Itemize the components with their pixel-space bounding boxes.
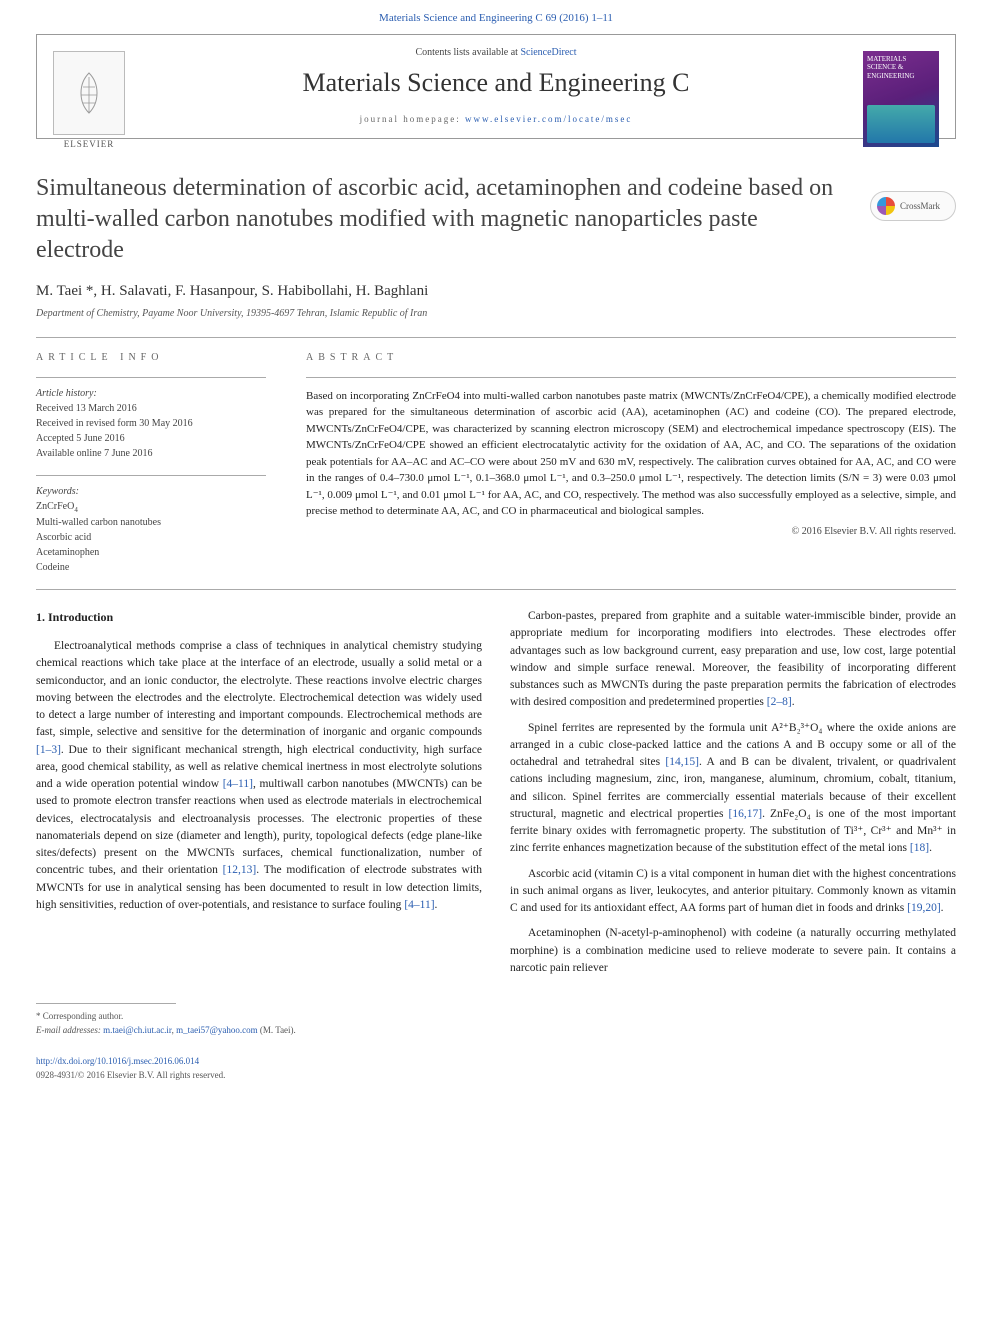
ref-link[interactable]: [12,13]	[223, 864, 257, 876]
journal-title: Materials Science and Engineering C	[157, 68, 835, 98]
article-history: Article history: Received 13 March 2016 …	[36, 386, 266, 461]
corresponding-author: * Corresponding author.	[36, 1010, 956, 1024]
sciencedirect-link[interactable]: ScienceDirect	[520, 47, 576, 58]
doi-link[interactable]: http://dx.doi.org/10.1016/j.msec.2016.06…	[36, 1056, 199, 1066]
body-column-left: 1. Introduction Electroanalytical method…	[36, 608, 482, 985]
homepage-link[interactable]: www.elsevier.com/locate/msec	[465, 114, 632, 124]
running-head: Materials Science and Engineering C 69 (…	[0, 0, 992, 34]
paragraph: Electroanalytical methods comprise a cla…	[36, 638, 482, 914]
paragraph: Spinel ferrites are represented by the f…	[510, 720, 956, 858]
article-info-label: article info	[36, 352, 266, 363]
footer: * Corresponding author. E-mail addresses…	[36, 1003, 956, 1082]
ref-link[interactable]: [16,17]	[729, 808, 763, 820]
ref-link[interactable]: [1–3]	[36, 744, 61, 756]
email-line: E-mail addresses: m.taei@ch.iut.ac.ir, m…	[36, 1024, 956, 1038]
ref-link[interactable]: [14,15]	[665, 756, 699, 768]
divider	[36, 589, 956, 590]
crossmark-icon	[877, 197, 895, 215]
footer-divider	[36, 1003, 176, 1004]
paragraph: Acetaminophen (N-acetyl-p-aminophenol) w…	[510, 925, 956, 977]
authors-line: M. Taei *, H. Salavati, F. Hasanpour, S.…	[36, 283, 956, 300]
body-column-right: Carbon-pastes, prepared from graphite an…	[510, 608, 956, 985]
ref-link[interactable]: [18]	[910, 842, 929, 854]
journal-homepage: journal homepage: www.elsevier.com/locat…	[157, 114, 835, 124]
keywords: Keywords: ZnCrFeO4 Multi-walled carbon n…	[36, 484, 266, 576]
contents-available: Contents lists available at ScienceDirec…	[157, 47, 835, 58]
ref-link[interactable]: [19,20]	[907, 902, 941, 914]
paragraph: Carbon-pastes, prepared from graphite an…	[510, 608, 956, 712]
copyright-line: © 2016 Elsevier B.V. All rights reserved…	[306, 526, 956, 537]
ref-link[interactable]: [2–8]	[767, 696, 792, 708]
article-title: Simultaneous determination of ascorbic a…	[36, 173, 956, 267]
divider	[36, 337, 956, 338]
issn-copyright: 0928-4931/© 2016 Elsevier B.V. All right…	[36, 1069, 956, 1083]
journal-header: ELSEVIER MATERIALS SCIENCE & ENGINEERING…	[36, 34, 956, 139]
affiliation: Department of Chemistry, Payame Noor Uni…	[36, 308, 956, 319]
elsevier-tree-icon	[53, 51, 125, 135]
abstract-label: abstract	[306, 352, 956, 363]
publisher-name: ELSEVIER	[53, 139, 125, 149]
running-head-link[interactable]: Materials Science and Engineering C 69 (…	[379, 12, 613, 24]
crossmark-badge[interactable]: CrossMark	[870, 191, 956, 221]
section-heading: 1. Introduction	[36, 608, 482, 626]
abstract-text: Based on incorporating ZnCrFeO4 into mul…	[306, 388, 956, 520]
article-info-row: article info Article history: Received 1…	[36, 352, 956, 576]
journal-cover-thumb: MATERIALS SCIENCE & ENGINEERING	[863, 51, 939, 147]
ref-link[interactable]: [4–11]	[223, 778, 253, 790]
ref-link[interactable]: [4–11]	[404, 899, 434, 911]
paragraph: Ascorbic acid (vitamin C) is a vital com…	[510, 866, 956, 918]
body-columns: 1. Introduction Electroanalytical method…	[36, 608, 956, 985]
email-link[interactable]: m.taei@ch.iut.ac.ir	[103, 1025, 171, 1035]
email-link[interactable]: m_taei57@yahoo.com	[176, 1025, 258, 1035]
